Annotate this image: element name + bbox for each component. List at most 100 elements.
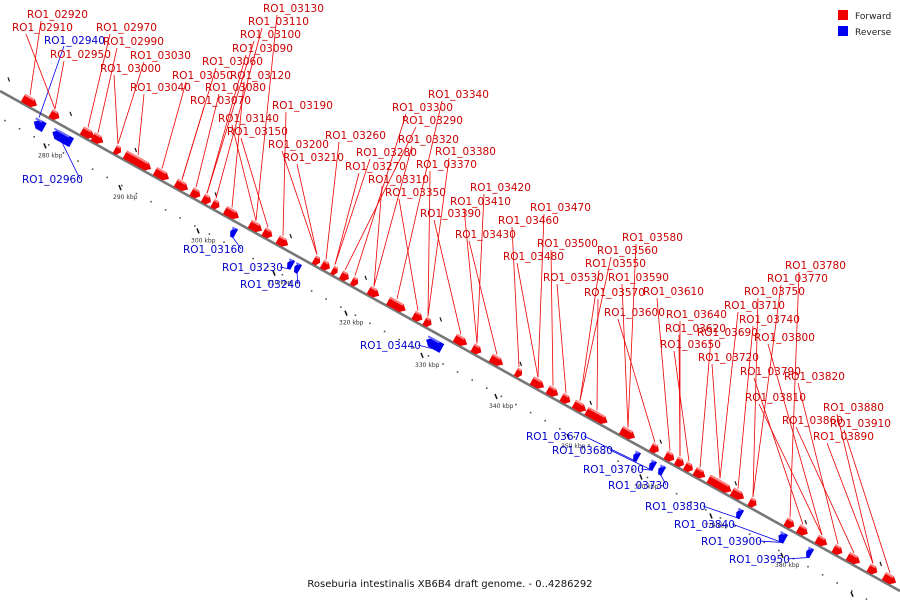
forward-gene-label: RO1_03810 — [745, 392, 806, 404]
forward-gene-15 — [275, 235, 289, 247]
forward-callout-line — [737, 325, 754, 489]
forward-gene-32-highlight — [575, 399, 584, 406]
forward-callout-line — [627, 243, 637, 428]
reverse-gene-label: RO1_03840 — [674, 519, 735, 531]
forward-callout-line — [758, 403, 823, 536]
reverse-gene-label: RO1_03950 — [729, 554, 790, 566]
forward-callout-line — [255, 14, 278, 221]
forward-gene-46-highlight — [834, 544, 842, 549]
scale-major-tick — [850, 591, 854, 598]
forward-gene-33-body — [584, 406, 608, 425]
reverse-gene-9 — [658, 464, 667, 477]
forward-gene-39 — [692, 467, 706, 479]
forward-callout-line — [296, 163, 318, 255]
forward-callout-line — [579, 269, 600, 401]
forward-gene-label: RO1_03610 — [643, 286, 704, 298]
forward-gene-label: RO1_03410 — [450, 196, 511, 208]
upper-tick — [69, 111, 73, 117]
forward-callout-line — [181, 106, 205, 180]
reverse-gene-5-body — [294, 263, 303, 274]
scale-tick-label: 280 kbp — [38, 152, 63, 159]
forward-gene-1-highlight — [24, 93, 35, 101]
forward-gene-37-highlight — [677, 456, 683, 462]
forward-callout-line — [516, 262, 539, 378]
scale-dot — [705, 509, 707, 511]
scale-dot — [135, 192, 138, 195]
forward-gene-38 — [682, 461, 693, 473]
reverse-callout-line — [731, 523, 783, 543]
forward-gene-1-body — [20, 93, 37, 108]
forward-gene-42 — [747, 497, 757, 508]
reverse-gene-5 — [294, 262, 303, 274]
forward-gene-label: RO1_03280 — [356, 147, 417, 159]
reverse-callout-line — [38, 45, 65, 118]
scale-dot — [223, 241, 225, 243]
forward-callout-line — [231, 81, 245, 208]
scale-tick-label: 290 kbp — [113, 194, 138, 201]
scale-dot — [807, 565, 809, 568]
scale-dot — [763, 541, 765, 544]
reverse-callout-line — [583, 435, 637, 462]
forward-callout-line — [354, 113, 407, 276]
forward-gene-label: RO1_02990 — [103, 36, 164, 48]
forward-gene-46 — [831, 544, 843, 556]
forward-callout-line — [373, 145, 413, 287]
forward-callout-line — [843, 429, 891, 574]
reverse-gene-label: RO1_03730 — [608, 480, 669, 492]
forward-gene-4-highlight — [93, 132, 102, 138]
forward-callout-line — [396, 100, 443, 300]
forward-gene-29-highlight — [533, 376, 542, 383]
forward-gene-13 — [247, 219, 263, 233]
forward-gene-38-highlight — [686, 461, 692, 467]
forward-gene-label: RO1_03210 — [283, 152, 344, 164]
scale-major-tick — [639, 474, 643, 480]
forward-gene-17 — [319, 259, 330, 271]
forward-gene-label: RO1_03340 — [428, 89, 489, 101]
forward-callout-line — [117, 61, 145, 145]
scale-dot — [646, 476, 649, 479]
forward-gene-label: RO1_03030 — [130, 50, 191, 62]
forward-callout-line — [752, 284, 782, 497]
forward-gene-label: RO1_03040 — [130, 82, 191, 94]
gene-layer — [20, 93, 897, 585]
forward-gene-33-highlight — [587, 406, 606, 418]
reverse-gene-6-highlight — [427, 335, 440, 344]
forward-gene-label: RO1_03130 — [263, 3, 324, 15]
forward-gene-9 — [189, 187, 201, 199]
scale-dot — [106, 176, 108, 179]
scale-dot — [281, 273, 284, 276]
scale-dot — [836, 582, 838, 584]
scale-dot — [734, 525, 736, 527]
scale-major-tick — [272, 270, 276, 276]
forward-gene-label: RO1_03780 — [785, 260, 846, 272]
scale-dot — [150, 200, 152, 203]
upper-tick — [589, 400, 593, 405]
scale-dot — [442, 363, 444, 365]
forward-gene-label: RO1_03200 — [268, 139, 329, 151]
scale-tick-label: 330 kbp — [415, 362, 440, 369]
forward-gene-20 — [349, 276, 359, 287]
forward-gene-4 — [90, 132, 104, 144]
forward-gene-49-body — [881, 572, 897, 585]
reverse-gene-label: RO1_03900 — [701, 536, 762, 548]
upper-tick — [734, 481, 738, 486]
reverse-gene-11-highlight — [779, 531, 786, 536]
forward-gene-31 — [559, 393, 571, 404]
forward-gene-20-highlight — [353, 276, 358, 281]
reverse-callout-line — [786, 557, 810, 560]
forward-gene-32 — [571, 399, 587, 413]
forward-callout-line — [344, 126, 417, 271]
forward-gene-label: RO1_03060 — [202, 56, 263, 68]
legend: Forward Reverse — [838, 10, 892, 38]
reverse-gene-label: RO1_03830 — [645, 501, 706, 513]
forward-callout-line — [468, 240, 498, 355]
forward-callout-line — [282, 111, 287, 236]
forward-gene-label: RO1_03650 — [660, 339, 721, 351]
scale-dot — [325, 298, 327, 300]
scale-tick-label: 370 kbp — [704, 522, 729, 529]
reverse-gene-label: RO1_02940 — [44, 35, 105, 47]
forward-gene-11-highlight — [213, 199, 219, 204]
reverse-callout-line — [640, 468, 653, 471]
forward-callout-line — [621, 283, 629, 428]
reverse-gene-1-body — [33, 119, 47, 132]
